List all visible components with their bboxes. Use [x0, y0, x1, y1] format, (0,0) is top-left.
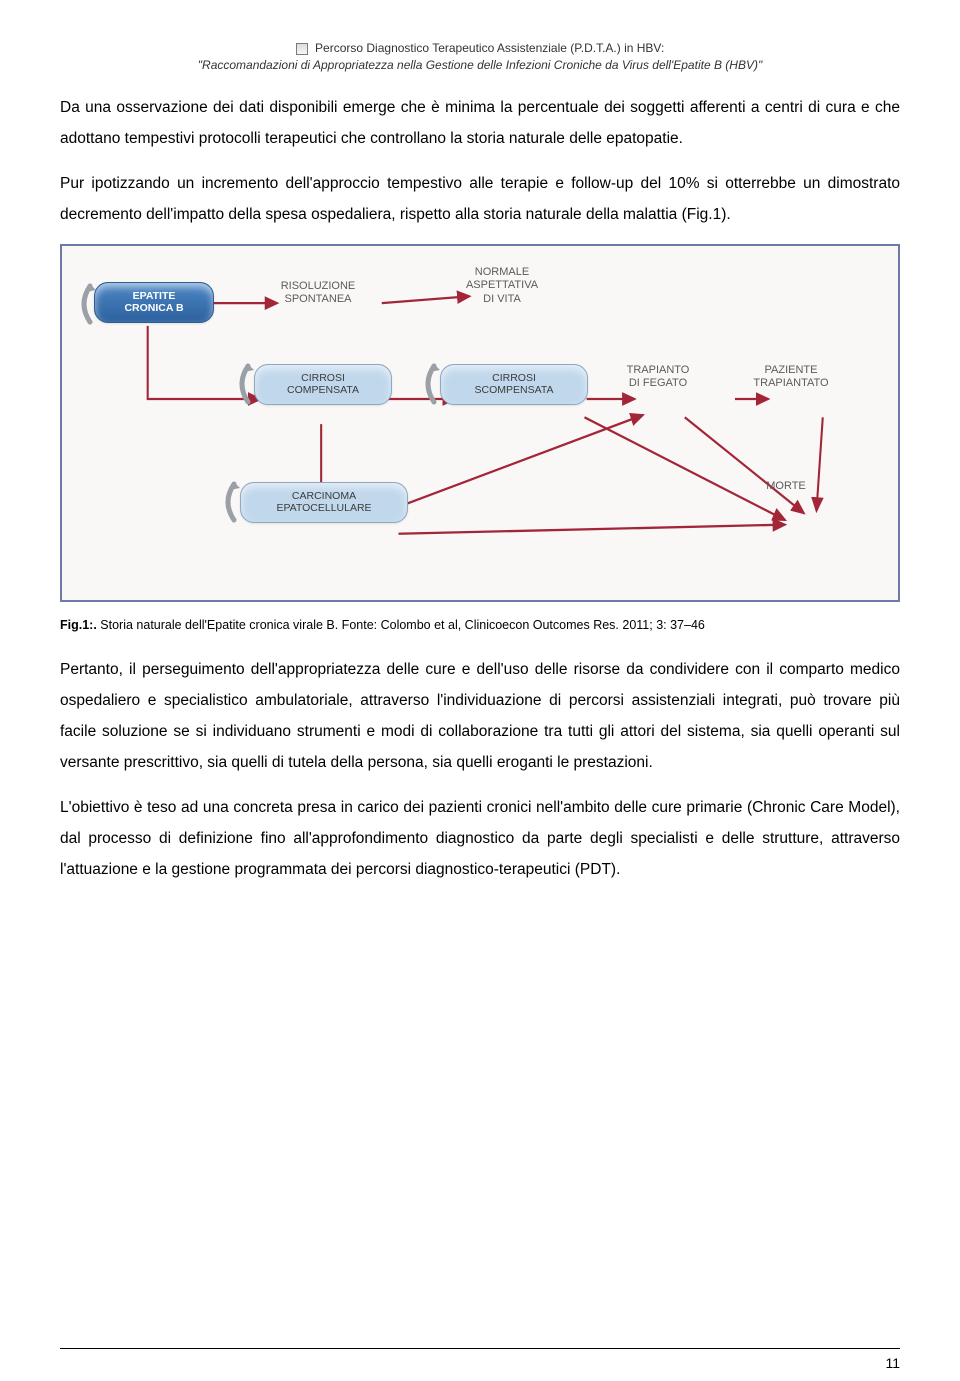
flow-edge	[816, 417, 822, 511]
paragraph-4: L'obiettivo è teso ad una concreta presa…	[60, 792, 900, 885]
back-arrow-icon	[76, 282, 96, 326]
flow-node-paz: PAZIENTETRAPIANTATO	[740, 364, 842, 392]
header-line1: Percorso Diagnostico Terapeutico Assiste…	[315, 41, 664, 55]
flow-node-carc: CARCINOMAEPATOCELLULARE	[240, 482, 408, 523]
flow-edge	[398, 524, 785, 533]
paragraph-2: Pur ipotizzando un incremento dell'appro…	[60, 168, 900, 230]
caption-rest: Storia naturale dell'Epatite cronica vir…	[97, 618, 705, 632]
page-number: 11	[885, 1355, 900, 1371]
page-header: Percorso Diagnostico Terapeutico Assiste…	[60, 40, 900, 74]
back-arrow-icon	[220, 480, 240, 524]
back-arrow-icon	[420, 362, 440, 406]
page-footer-rule: 11	[60, 1348, 900, 1349]
header-square-icon	[296, 43, 308, 55]
flow-node-epatite: EPATITECRONICA B	[94, 282, 214, 323]
figure-1: EPATITECRONICA B RISOLUZIONESPONTANEA NORM…	[60, 244, 900, 602]
flow-node-normale: NORMALEASPETTATIVADI VITA	[454, 266, 550, 307]
paragraph-1: Da una osservazione dei dati disponibili…	[60, 92, 900, 154]
flow-node-morte: MORTE	[756, 480, 816, 494]
flow-edge	[369, 415, 643, 518]
caption-bold: Fig.1:.	[60, 618, 97, 632]
flow-edge	[585, 417, 786, 520]
header-line2: "Raccomandazioni di Appropriatezza nella…	[198, 58, 762, 72]
back-arrow-icon	[234, 362, 254, 406]
flow-node-trap: TRAPIANTODI FEGATO	[612, 364, 704, 392]
flow-node-cirrscomp: CIRROSISCOMPENSATA	[440, 364, 588, 405]
figure-caption: Fig.1:. Storia naturale dell'Epatite cro…	[60, 616, 900, 635]
flow-node-risol: RISOLUZIONESPONTANEA	[270, 280, 366, 308]
paragraph-3: Pertanto, il perseguimento dell'appropri…	[60, 654, 900, 778]
flow-edge	[685, 417, 804, 513]
flow-node-cirrcomp: CIRROSICOMPENSATA	[254, 364, 392, 405]
